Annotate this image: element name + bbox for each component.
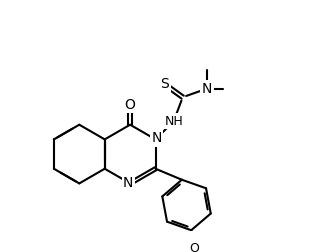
- Text: N: N: [202, 82, 212, 96]
- Text: N: N: [151, 132, 162, 145]
- Text: NH: NH: [164, 115, 183, 128]
- Text: S: S: [160, 77, 169, 91]
- Text: N: N: [123, 176, 133, 191]
- Text: O: O: [190, 242, 200, 252]
- Text: O: O: [125, 98, 136, 112]
